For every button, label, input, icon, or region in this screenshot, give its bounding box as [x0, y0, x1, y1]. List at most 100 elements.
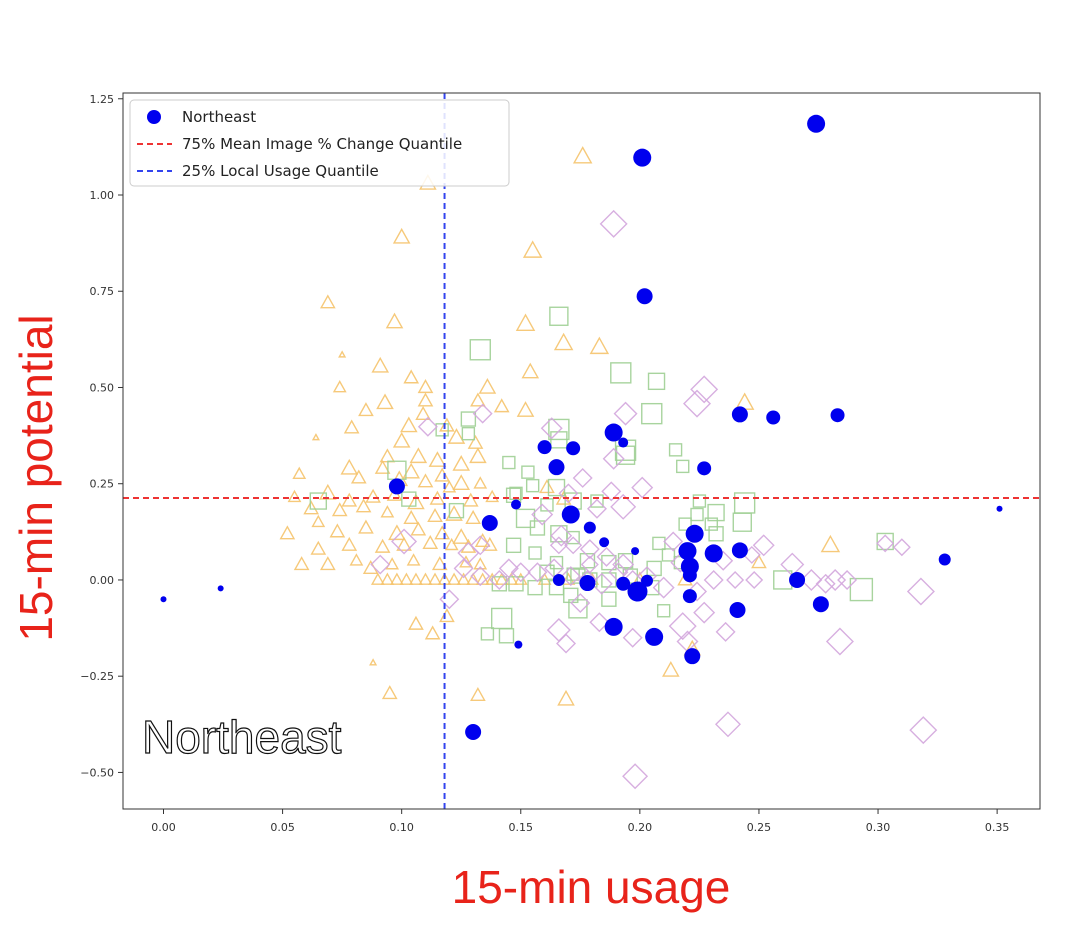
- circle-point: [631, 547, 640, 556]
- circle-point: [633, 148, 652, 167]
- triangle-point: [662, 660, 680, 677]
- diamond-point: [599, 209, 628, 238]
- diamond-point: [572, 467, 593, 488]
- triangle-point: [371, 356, 390, 373]
- circle-point: [481, 514, 498, 531]
- legend-label-mean-image-quantile: 75% Mean Image % Change Quantile: [182, 135, 462, 153]
- circle-point: [684, 648, 701, 665]
- plot-frame: [122, 92, 1041, 810]
- square-point: [505, 537, 522, 554]
- diamond-point: [622, 627, 643, 648]
- diamond-point: [800, 568, 823, 591]
- circle-point: [766, 410, 781, 425]
- triangle-point: [434, 525, 451, 540]
- diamond-point: [558, 483, 579, 504]
- circle-point: [511, 499, 521, 510]
- triangle-point: [466, 572, 481, 585]
- diamond-point: [906, 577, 935, 606]
- diamond-point: [631, 476, 654, 499]
- circle-point: [641, 574, 653, 587]
- diamond-point: [570, 593, 591, 614]
- legend-label-local-usage-quantile: 25% Local Usage Quantile: [182, 162, 379, 180]
- triangle-point: [349, 553, 364, 566]
- square-point: [641, 402, 663, 425]
- diamond-point: [439, 589, 460, 610]
- triangle-point: [319, 294, 336, 309]
- square-point: [656, 604, 671, 618]
- diamond-point: [417, 416, 438, 437]
- square-point: [678, 517, 692, 531]
- y-tick-label: −0.50: [80, 766, 114, 779]
- triangle-point: [380, 505, 395, 518]
- diamond-point: [752, 534, 775, 557]
- triangle-point: [409, 572, 423, 585]
- square-point: [521, 465, 535, 479]
- triangle-point: [410, 521, 427, 536]
- circle-point: [616, 576, 631, 591]
- diamond-point: [687, 581, 708, 602]
- triangle-point: [465, 509, 481, 524]
- diamond-point: [510, 562, 531, 583]
- legend: Northeast 75% Mean Image % Change Quanti…: [129, 99, 510, 187]
- diamond-point: [531, 503, 554, 526]
- triangle-point: [481, 536, 498, 551]
- triangle-point: [380, 572, 395, 585]
- circle-point: [678, 542, 697, 561]
- square-point: [548, 418, 570, 441]
- square-point: [515, 508, 536, 529]
- square-point: [610, 362, 632, 384]
- circle-point: [618, 437, 629, 448]
- triangle-point: [402, 462, 420, 479]
- triangle-point: [369, 658, 378, 666]
- circle-point: [548, 459, 565, 476]
- y-tick-label: 0.00: [90, 574, 115, 587]
- triangle-point: [311, 514, 326, 528]
- triangle-point: [355, 498, 372, 513]
- circle-point: [160, 596, 167, 603]
- triangle-point: [452, 474, 471, 491]
- triangle-point: [415, 405, 431, 421]
- diamond-point: [370, 554, 391, 575]
- circle-point: [388, 478, 405, 495]
- legend-label-northeast: Northeast: [182, 108, 256, 126]
- triangle-point: [473, 557, 488, 570]
- circle-point: [604, 423, 623, 442]
- circle-point: [996, 505, 1003, 512]
- triangle-point: [553, 332, 574, 351]
- diamond-point: [453, 558, 474, 579]
- x-tick-label: 0.35: [985, 821, 1010, 834]
- triangle-point: [820, 534, 841, 553]
- circle-point: [731, 542, 748, 559]
- triangle-point: [467, 434, 484, 449]
- square-point: [448, 502, 465, 519]
- triangle-point: [469, 447, 487, 464]
- triangle-point: [406, 553, 421, 566]
- triangle-point: [390, 572, 404, 585]
- triangle-point: [403, 509, 420, 524]
- triangle-point: [341, 492, 358, 507]
- triangle-point: [452, 528, 471, 544]
- square-point: [525, 478, 540, 493]
- triangle-point: [374, 459, 391, 474]
- circle-point: [579, 575, 596, 592]
- diamond-point: [586, 498, 607, 519]
- square-point: [469, 339, 491, 361]
- triangle-point: [358, 519, 374, 534]
- y-tick-label: 1.00: [90, 189, 115, 202]
- triangle-point: [396, 536, 412, 551]
- x-tick-label: 0.30: [866, 821, 891, 834]
- circle-point: [812, 596, 829, 613]
- diamond-point: [527, 562, 548, 583]
- square-point: [668, 443, 683, 457]
- square-point: [707, 503, 725, 522]
- x-tick-label: 0.05: [270, 821, 295, 834]
- diamond-point: [668, 612, 697, 641]
- square-point: [704, 517, 719, 531]
- diamond-point: [683, 389, 712, 418]
- diamond-point: [652, 576, 675, 599]
- square-point: [528, 546, 542, 560]
- diamond-point: [489, 569, 510, 590]
- diamond-point: [825, 627, 854, 656]
- diamond-point: [613, 401, 638, 426]
- circle-point: [636, 288, 653, 305]
